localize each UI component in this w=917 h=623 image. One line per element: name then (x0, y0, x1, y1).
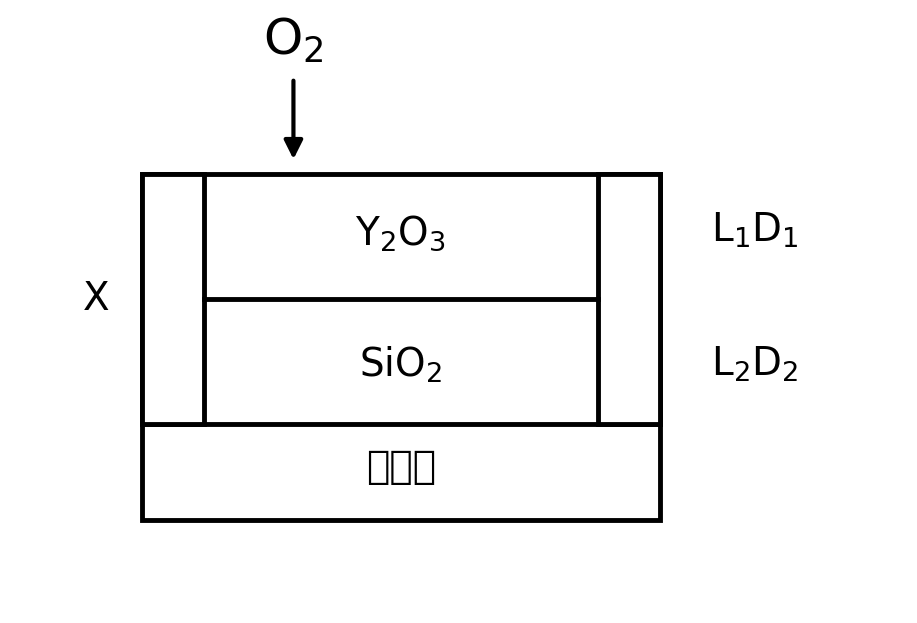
Text: L$_2$D$_2$: L$_2$D$_2$ (711, 345, 798, 384)
Bar (142, 414, 660, 520)
Text: 单晶硅: 单晶硅 (366, 449, 436, 486)
Text: O$_2$: O$_2$ (263, 16, 324, 65)
Text: X: X (83, 280, 110, 318)
Bar (598, 174, 660, 424)
Text: SiO$_2$: SiO$_2$ (359, 345, 442, 384)
Bar (142, 174, 204, 424)
Text: L$_1$D$_1$: L$_1$D$_1$ (711, 211, 798, 250)
Bar (142, 174, 660, 424)
Text: Y$_2$O$_3$: Y$_2$O$_3$ (356, 214, 446, 254)
